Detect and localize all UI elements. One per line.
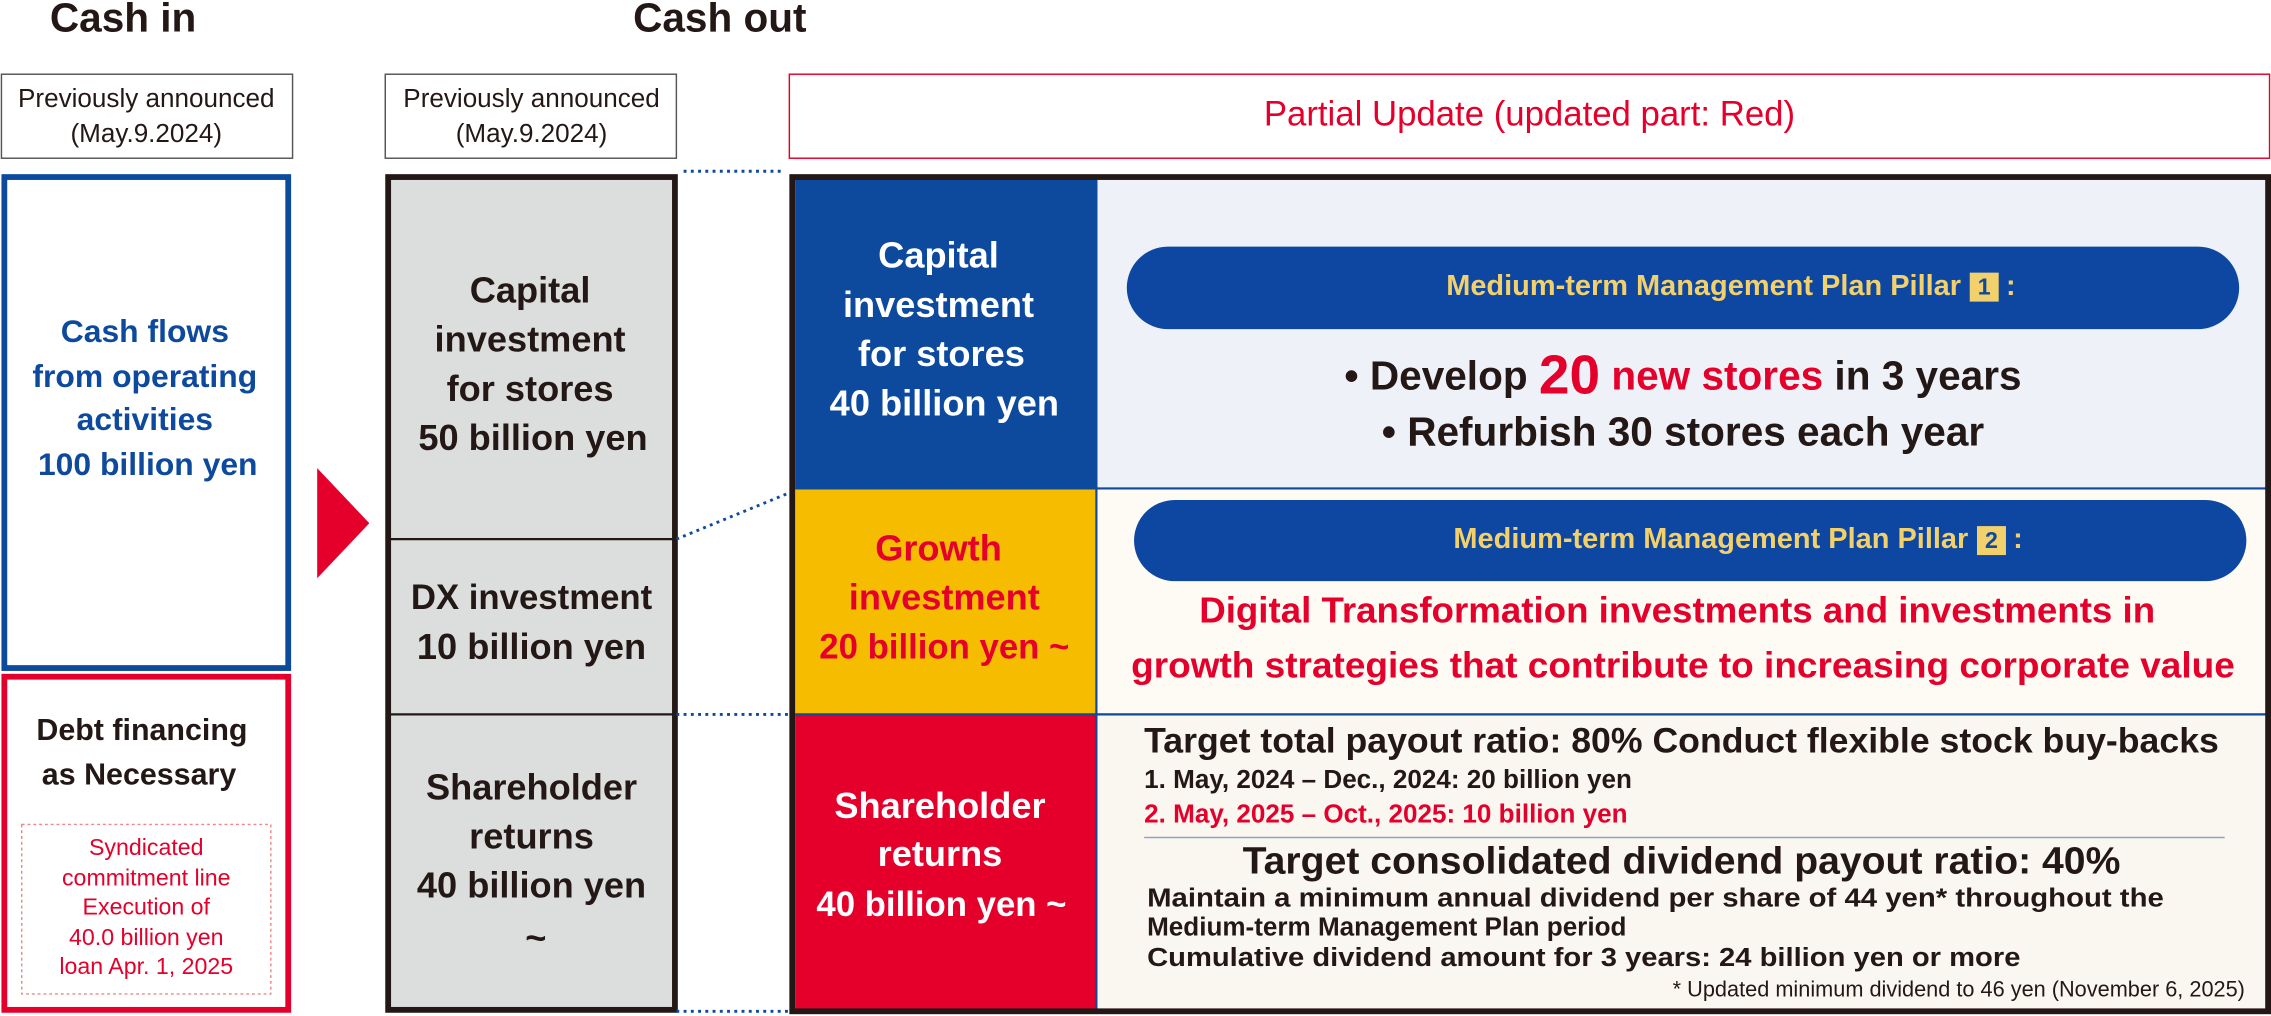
note: (May.9.2024) xyxy=(70,118,222,148)
pillar-label: Medium-term Management Plan Pillar xyxy=(1446,270,1961,302)
pillar-colon: : xyxy=(2013,523,2023,555)
growth-text: Digital Transformation investments and i… xyxy=(1199,590,2155,631)
update-frame xyxy=(789,174,2271,1015)
footnote: * Updated minimum dividend to 46 yen (No… xyxy=(1673,977,2245,1002)
debt-box xyxy=(1,673,292,1013)
buyback-item: 1. May, 2024 – Dec., 2024: 20 billion ye… xyxy=(1144,764,1632,794)
pillar-number-box xyxy=(1969,272,1999,302)
dividend-line: Maintain a minimum annual dividend per s… xyxy=(1147,883,2164,913)
update-title-box xyxy=(788,73,2271,159)
previous-text: investment xyxy=(435,319,626,360)
pillar-number-box xyxy=(1976,526,2006,556)
dividend-line: Cumulative dividend amount for 3 years: … xyxy=(1147,942,2020,972)
operating-text: 100 billion yen xyxy=(38,446,258,482)
operating-box xyxy=(1,174,292,671)
row-label: Capital xyxy=(878,235,999,276)
arrow xyxy=(317,468,370,579)
debt-detail: loan Apr. 1, 2025 xyxy=(59,953,233,979)
debt-detail: Syndicated xyxy=(89,834,204,860)
previous-text: Shareholder xyxy=(426,766,637,807)
row-label: for stores xyxy=(858,333,1025,374)
previous-text: 50 billion yen xyxy=(418,417,647,458)
debt-detail: commitment line xyxy=(62,865,231,891)
bullet-part: in 3 years xyxy=(1823,352,2021,398)
bullet-number: 20 xyxy=(1539,343,1600,405)
previous-text: ~ xyxy=(525,917,546,958)
row-bg xyxy=(1096,714,2267,1010)
dividend-line: Medium-term Management Plan period xyxy=(1147,912,1626,942)
debt-detail: Execution of xyxy=(83,894,211,920)
row-label: 40 billion yen xyxy=(830,382,1059,423)
operating-text: activities xyxy=(77,401,213,437)
previous-text: for stores xyxy=(447,368,614,409)
row-label: returns xyxy=(878,833,1003,874)
pillar-colon: : xyxy=(2006,270,2016,302)
debt-title: as Necessary xyxy=(42,758,237,792)
note-box xyxy=(0,73,294,159)
debt-detail: 40.0 billion yen xyxy=(69,924,223,950)
row-label-bg xyxy=(795,488,1097,715)
pillar-label: Medium-term Management Plan Pillar xyxy=(1453,523,1968,555)
debt-title: Debt financing xyxy=(36,713,247,747)
pillar-number: 1 xyxy=(1978,274,1991,300)
row-label: investment xyxy=(849,577,1040,618)
note: (May.9.2024) xyxy=(456,118,608,148)
bullet-part: • Develop xyxy=(1344,352,1538,398)
previous-column xyxy=(385,174,678,1013)
bullet-part: new stores xyxy=(1600,352,1823,398)
update-title: Partial Update (updated part: Red) xyxy=(1264,95,1795,133)
row-label: 20 billion yen ~ xyxy=(819,628,1069,666)
bullet: • Develop 20 new stores in 3 years xyxy=(1344,343,2021,405)
cash-in-header: Cash in xyxy=(50,0,196,40)
dividend-title: Target consolidated dividend payout rati… xyxy=(1243,840,2121,882)
operating-text: from operating xyxy=(32,358,257,394)
buyback-title: Target total payout ratio: 80% Conduct f… xyxy=(1144,723,2219,761)
row-label: investment xyxy=(843,284,1034,325)
note: Previously announced xyxy=(403,83,659,113)
previous-text: 10 billion yen xyxy=(417,626,646,667)
previous-text: Capital xyxy=(470,269,591,310)
pillar-number: 2 xyxy=(1985,527,1998,553)
row-label-bg xyxy=(795,177,1097,489)
growth-text: growth strategies that contribute to inc… xyxy=(1131,645,2235,686)
cash-out-header: Cash out xyxy=(633,0,806,40)
note-box xyxy=(384,73,678,159)
bullet: • Refurbish 30 stores each year xyxy=(1382,409,1985,455)
previous-text: returns xyxy=(469,816,594,857)
row-label: Growth xyxy=(875,527,1002,568)
pillar-pill xyxy=(1126,246,2240,330)
row-label: 40 billion yen ~ xyxy=(816,886,1066,924)
previous-text: 40 billion yen xyxy=(417,865,646,906)
operating-text: Cash flows xyxy=(61,313,229,349)
row-bg xyxy=(1096,177,2267,489)
buyback-item: 2. May, 2025 – Oct., 2025: 10 billion ye… xyxy=(1144,799,1627,829)
connectors xyxy=(675,169,790,1013)
row-label-bg xyxy=(795,714,1097,1010)
note: Previously announced xyxy=(18,83,274,113)
previous-text: DX investment xyxy=(411,579,653,617)
row-label: Shareholder xyxy=(834,785,1045,826)
pillar-pill xyxy=(1134,500,2247,582)
